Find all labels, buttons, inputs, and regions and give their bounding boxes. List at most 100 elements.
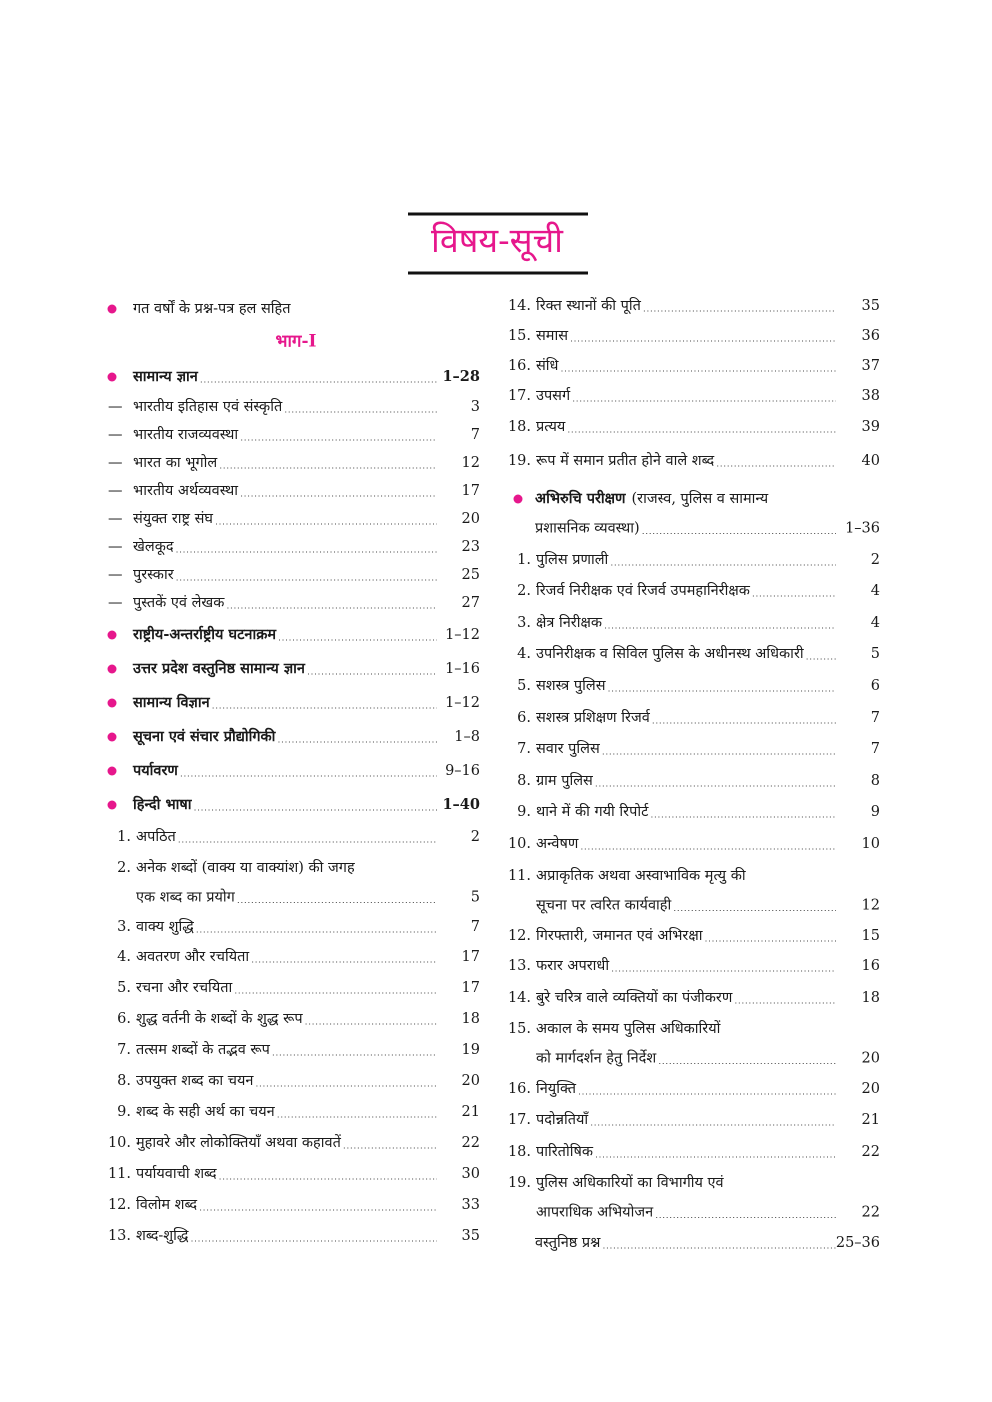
page-number: 9–16 [445,763,480,779]
entry-text: क्षेत्र निरीक्षक [536,614,603,631]
entry-number: 5. [517,678,531,694]
entry-text: खेलकूद [133,538,174,555]
entry-text: फरार अपराधी [536,957,609,974]
entry-text: संधि [536,357,560,374]
entry-text: सामान्य ज्ञान [132,368,199,385]
page-number: 30 [462,1166,480,1182]
entry-text: अभिरुचि परीक्षण (राजस्व, पुलिस व सामान्य [535,489,769,507]
page-number: 10 [862,836,880,852]
entry-number: 15. [508,1021,531,1037]
entry-text: अपठित [136,828,176,845]
page-number: 19 [462,1042,480,1058]
page-number: 38 [862,388,880,404]
entry-number: 8. [117,1073,131,1089]
entry-number: 7. [517,741,531,757]
entry-text: सूचना पर त्वरित कार्यवाही [536,897,671,914]
entry-marker: — [108,539,123,555]
bullet [107,732,117,742]
page-number: 15 [862,928,880,944]
part-label: भाग-I [276,332,317,352]
entry-text: भारतीय अर्थव्यवस्था [133,482,238,499]
entry-number: 17. [508,1112,531,1128]
entry-number: 10. [508,836,531,852]
page-number: 3 [471,399,480,415]
entry-number: 16. [508,1081,531,1097]
entry-number: 9. [517,804,531,820]
page-number: 35 [862,298,880,314]
page-number: 6 [871,678,880,694]
page-number: 33 [462,1197,480,1213]
entry-number: 15. [508,328,531,344]
entry-number: 14. [508,298,531,314]
entry-text: रूप में समान प्रतीत होने वाले शब्द [536,452,714,469]
entry-text: मुहावरे और लोकोक्तियाँ अथवा कहावतें [136,1134,342,1151]
entry-bold-text: अभिरुचि परीक्षण [535,489,626,507]
entry-text: भारतीय राजव्यवस्था [133,426,238,443]
page-number: 1–12 [445,695,480,711]
entry-number: 17. [508,388,531,404]
entry-text: तत्सम शब्दों के तद्भव रूप [136,1041,271,1058]
page-number: 1–28 [442,368,480,385]
entry-text: अनेक शब्दों (वाक्य या वाक्यांश) की जगह [136,859,355,876]
page-number: 25–36 [836,1235,880,1251]
page-number: 7 [871,741,880,757]
entry-text: अप्राकृतिक अथवा अस्वाभाविक मृत्यु की [536,867,746,884]
entry-number: 10. [108,1135,131,1151]
entry-text: शब्द-शुद्धि [136,1227,189,1244]
page-number: 27 [462,595,480,611]
entry-text: सशस्त्र प्रशिक्षण रिजर्व [536,709,651,726]
page-number: 8 [871,773,880,789]
entry-text: सवार पुलिस [536,740,600,757]
bullet [107,698,117,708]
page-number: 2 [871,552,880,568]
page-number: 17 [462,483,480,499]
entry-number: 5. [117,980,131,996]
page-number: 7 [871,710,880,726]
entry-marker: — [108,427,123,443]
entry-text: सूचना एवं संचार प्रौद्योगिकी [132,727,277,746]
entry-text: भारतीय इतिहास एवं संस्कृति [133,398,283,415]
page-number: 7 [471,919,480,935]
entry-number: 3. [517,615,531,631]
page-number: 1–12 [445,627,480,643]
entry-text: पर्यायवाची शब्द [136,1165,217,1182]
bullet [107,766,117,776]
page-number: 23 [462,539,480,555]
entry-marker: — [108,483,123,499]
entry-marker: — [108,399,123,415]
entry-number: 11. [508,868,531,884]
entry-text: शुद्ध वर्तनी के शब्दों के शुद्ध रूप [136,1010,303,1027]
entry-marker: — [108,567,123,583]
entry-text: पुस्तकें एवं लेखक [133,594,225,611]
entry-text: को मार्गदर्शन हेतु निर्देश [536,1050,657,1067]
entry-text: थाने में की गयी रिपोर्ट [536,803,649,820]
entry-text: पुलिस प्रणाली [536,551,609,568]
entry-text: सशस्त्र पुलिस [536,677,606,694]
page-number: 20 [462,1073,480,1089]
entry-number: 3. [117,919,131,935]
entry-text: अन्वेषण [536,835,579,852]
entry-text: रिक्त स्थानों की पूति [536,297,642,314]
page-number: 40 [862,453,880,469]
entry-text: एक शब्द का प्रयोग [136,889,236,906]
page-number: 1–16 [445,661,480,677]
page-number: 5 [871,646,880,662]
entry-number: 7. [117,1042,131,1058]
page-number: 17 [462,949,480,965]
page-number: 21 [462,1104,480,1120]
entry-number: 12. [108,1197,131,1213]
page-number: 20 [862,1051,880,1067]
bullet [107,630,117,640]
entry-marker: — [108,595,123,611]
bullet [107,664,117,674]
entry-text-line: (राजस्व, पुलिस व सामान्य [632,490,769,507]
page-number: 16 [862,958,880,974]
entry-text: भारत का भूगोल [133,454,218,471]
entry-text: हिन्दी भाषा [132,795,193,813]
page-number: 35 [462,1228,480,1244]
page-number: 2 [471,829,480,845]
entry-text: रचना और रचयिता [136,979,232,996]
entry-text: नियुक्ति [536,1080,577,1097]
entry-text: आपराधिक अभियोजन [536,1204,654,1221]
